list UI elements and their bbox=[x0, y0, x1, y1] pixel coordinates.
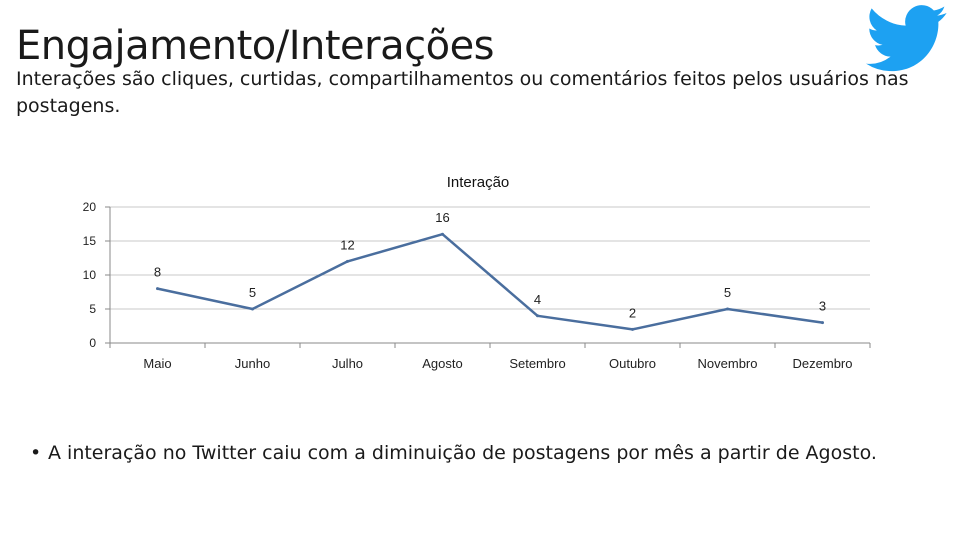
bullet-note: • A interação no Twitter caiu com a dimin… bbox=[30, 440, 930, 466]
x-tick-label-7: Dezembro bbox=[793, 356, 853, 371]
y-tick-label-1: 5 bbox=[89, 302, 96, 316]
chart-title: Interação bbox=[447, 174, 510, 191]
y-tick-label-2: 10 bbox=[83, 268, 97, 282]
data-labels: 8 5 12 16 4 2 5 3 bbox=[154, 210, 826, 320]
data-label-6: 5 bbox=[724, 285, 731, 300]
x-tick-label-6: Novembro bbox=[698, 356, 758, 371]
series-line-0 bbox=[157, 232, 823, 331]
x-axis-ticks: Maio Junho Julho Agosto Setembro Outubro Novem… bbox=[109, 343, 871, 371]
bullet-marker: • bbox=[30, 442, 42, 464]
page-title: Engajamento/Interações bbox=[16, 23, 495, 69]
data-point-3 bbox=[441, 232, 444, 236]
data-label-7: 3 bbox=[819, 299, 826, 314]
data-label-5: 2 bbox=[629, 305, 636, 320]
bullet-text: A interação no Twitter caiu com a diminu… bbox=[48, 442, 877, 464]
data-label-1: 5 bbox=[249, 285, 256, 300]
x-tick-label-2: Julho bbox=[332, 356, 363, 371]
page-subtitle: Interações são cliques, curtidas, compar… bbox=[16, 68, 909, 117]
data-point-6 bbox=[726, 307, 729, 311]
data-point-0 bbox=[156, 287, 159, 291]
chart-series bbox=[156, 232, 824, 331]
twitter-bird-shape bbox=[866, 5, 947, 72]
data-label-2: 12 bbox=[340, 237, 354, 252]
data-label-4: 4 bbox=[534, 292, 541, 307]
data-point-5 bbox=[631, 327, 634, 331]
data-point-1 bbox=[251, 307, 254, 311]
x-tick-label-0: Maio bbox=[143, 356, 171, 371]
y-tick-label-3: 15 bbox=[83, 234, 97, 248]
x-tick-label-1: Junho bbox=[235, 356, 270, 371]
y-tick-label-0: 0 bbox=[89, 336, 96, 350]
y-tick-label-4: 20 bbox=[83, 200, 97, 214]
y-axis-ticks: 0 5 10 15 20 bbox=[83, 200, 110, 350]
data-label-0: 8 bbox=[154, 265, 161, 280]
twitter-bird-icon bbox=[866, 5, 947, 72]
x-tick-label-4: Setembro bbox=[509, 356, 565, 371]
x-tick-label-5: Outubro bbox=[609, 356, 656, 371]
data-point-2 bbox=[346, 259, 349, 263]
chart-gridlines bbox=[110, 206, 870, 310]
line-chart: Interação 0 5 10 15 20 Maio Junho Julho Agosto S… bbox=[83, 174, 871, 371]
data-point-7 bbox=[821, 321, 824, 325]
data-label-3: 16 bbox=[435, 210, 449, 225]
data-point-4 bbox=[536, 314, 539, 318]
x-tick-label-3: Agosto bbox=[422, 356, 462, 371]
